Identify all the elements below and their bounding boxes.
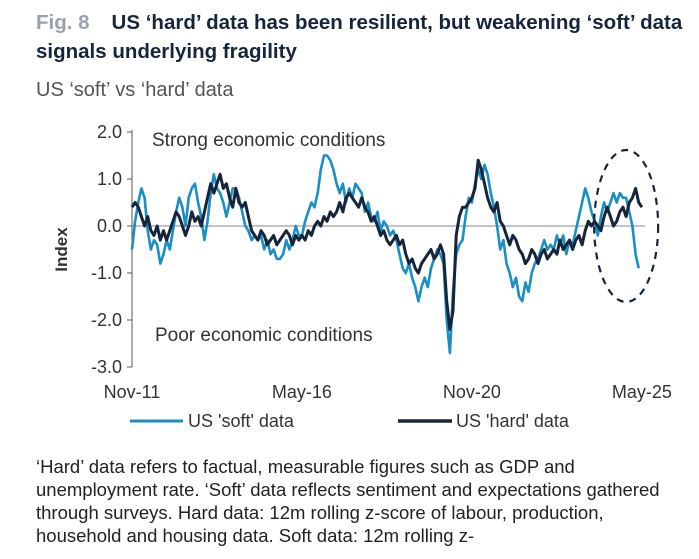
x-tick-label: Nov-11 (104, 382, 161, 402)
x-tick-label: May-25 (612, 382, 672, 402)
y-tick-label: -2.0 (91, 310, 122, 330)
series-lines (130, 154, 644, 355)
figure-label: Fig. 8 (36, 11, 90, 34)
chart-subtitle: US ‘soft’ vs ‘hard’ data (36, 79, 234, 101)
y-tick-label: -3.0 (91, 357, 122, 377)
y-axis-label: Index (52, 227, 71, 272)
legend-label-hard: US 'hard' data (456, 411, 570, 431)
annotation-strong: Strong economic conditions (152, 130, 385, 151)
annotation-poor: Poor economic conditions (155, 325, 373, 346)
legend-label-soft: US 'soft' data (188, 411, 295, 431)
y-tick-label: 0.0 (97, 216, 122, 236)
y-tick-label: -1.0 (91, 263, 122, 283)
title-text: US ‘hard’ data has been resilient, but w… (36, 11, 683, 63)
legend: US 'soft' data US 'hard' data (130, 411, 570, 431)
x-axis: Nov-11 May-16 Nov-20 May-25 (104, 225, 672, 402)
chart-title: Fig. 8 US ‘hard’ data has been resilient,… (36, 8, 696, 66)
y-tick-label: 2.0 (97, 122, 122, 142)
footnote: ‘Hard’ data refers to factual, measurabl… (36, 456, 660, 546)
series-soft-line (130, 154, 640, 355)
highlight-ellipse (593, 148, 660, 304)
y-tick-label: 1.0 (97, 169, 122, 189)
y-axis: 2.0 1.0 0.0 -1.0 -2.0 -3.0 Index (52, 122, 133, 377)
series-hard-line (130, 158, 644, 331)
x-tick-label: Nov-20 (443, 382, 501, 402)
x-tick-label: May-16 (272, 382, 332, 402)
annotations: Strong economic conditions Poor economic … (152, 130, 660, 346)
